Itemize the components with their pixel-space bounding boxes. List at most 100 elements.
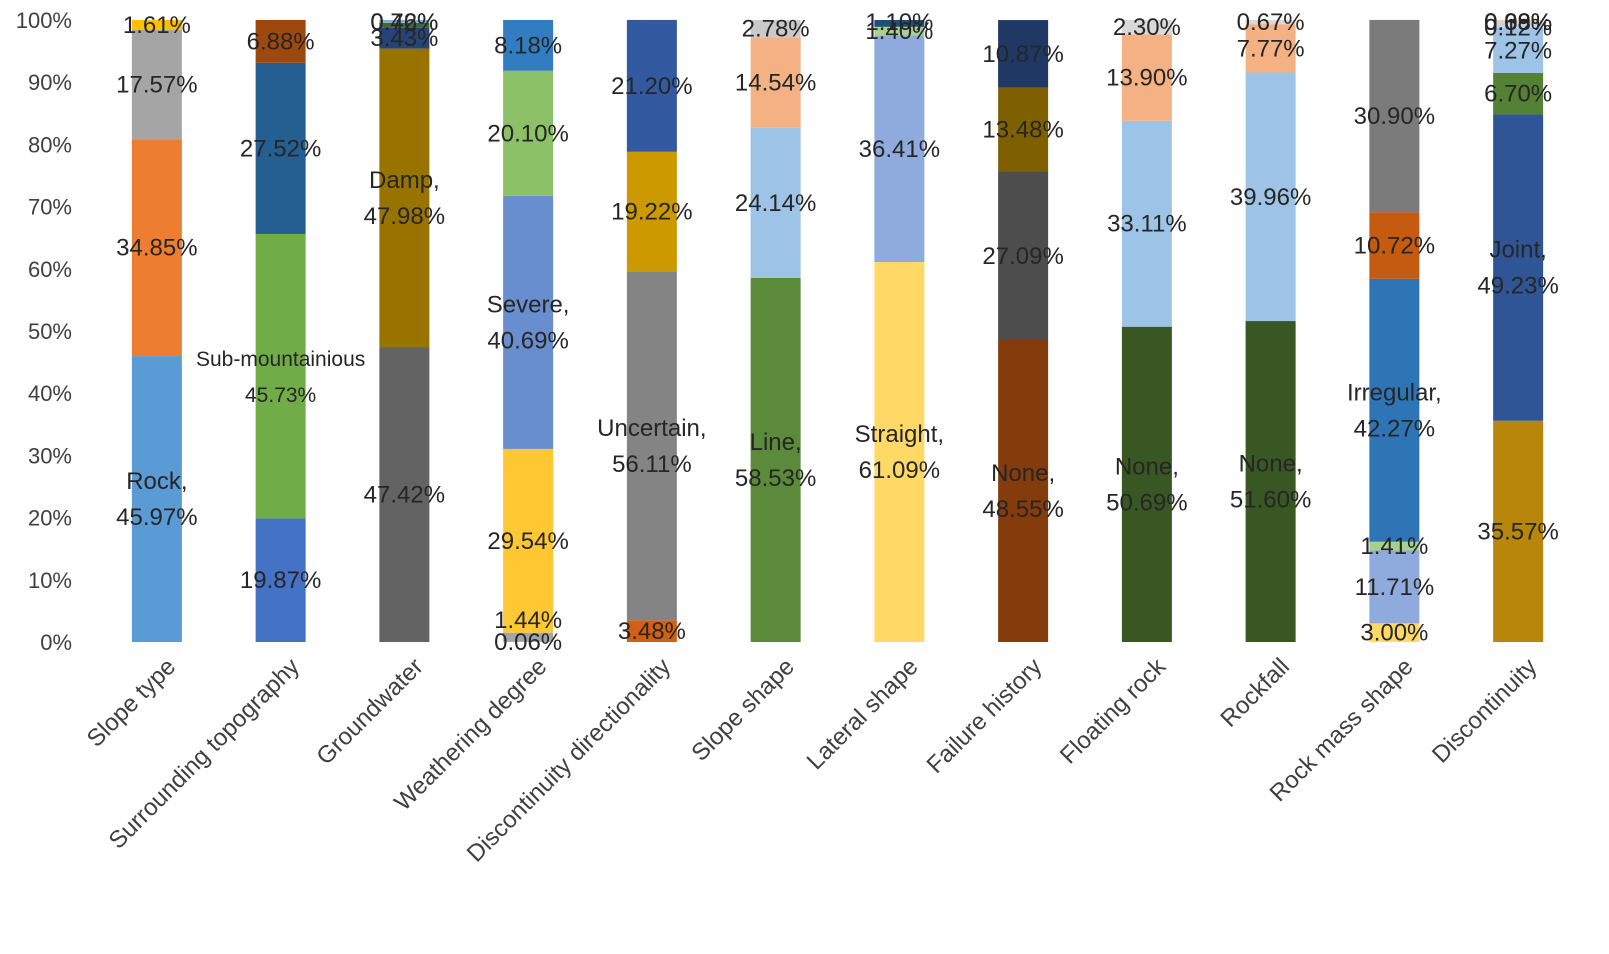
x-tick-label: Discontinuity bbox=[1427, 653, 1542, 768]
bars-group bbox=[131, 19, 1544, 642]
data-label: 13.90% bbox=[1106, 65, 1187, 92]
bar-segment bbox=[750, 277, 801, 642]
bar-segment bbox=[1369, 541, 1420, 551]
data-label: 56.11% bbox=[612, 451, 692, 478]
y-tick-label: 10% bbox=[28, 568, 72, 593]
data-label: 40.69% bbox=[487, 327, 568, 354]
x-tick-label: Floating rock bbox=[1055, 652, 1172, 769]
x-tick-label: Slope type bbox=[82, 653, 181, 752]
bar-segment bbox=[131, 356, 182, 642]
data-label: None, bbox=[991, 460, 1055, 487]
bar-segment bbox=[503, 448, 554, 633]
bar-segment bbox=[626, 151, 677, 272]
x-tick-label: Rockfall bbox=[1215, 653, 1294, 732]
data-label: 7.27% bbox=[1484, 37, 1552, 64]
bar-segment bbox=[131, 139, 182, 357]
x-tick-label: Groundwater bbox=[311, 653, 428, 770]
y-tick-label: 20% bbox=[28, 506, 72, 531]
data-label: Sub-mountainious bbox=[196, 348, 365, 371]
data-label: 2.30% bbox=[1113, 14, 1181, 41]
data-label: 61.09% bbox=[859, 457, 940, 484]
x-tick-label: Discontinuity directionality bbox=[462, 653, 676, 867]
data-label: 0.12% bbox=[1484, 14, 1552, 41]
y-tick-label: 70% bbox=[28, 195, 72, 220]
data-label: 34.85% bbox=[116, 235, 197, 262]
bar-segment bbox=[503, 70, 554, 196]
data-label: Irregular, bbox=[1347, 379, 1442, 406]
y-tick-label: 40% bbox=[28, 381, 72, 406]
bar-segment bbox=[750, 127, 801, 278]
data-label: 27.52% bbox=[240, 135, 321, 162]
data-label: 6.88% bbox=[247, 28, 315, 55]
data-label: 10.87% bbox=[982, 41, 1063, 68]
data-label: 47.98% bbox=[364, 203, 445, 230]
bar-segment bbox=[1121, 34, 1172, 121]
bar-segment bbox=[255, 233, 306, 519]
bar-segment bbox=[1493, 26, 1544, 28]
data-label: None, bbox=[1115, 453, 1179, 480]
data-label: 0.06% bbox=[494, 629, 562, 656]
bar-segment bbox=[874, 262, 925, 642]
data-label: 0.03% bbox=[1484, 9, 1552, 36]
bar-segment bbox=[998, 340, 1049, 642]
data-label: 2.78% bbox=[742, 16, 810, 43]
data-label: 48.55% bbox=[982, 496, 1063, 523]
bar-segment bbox=[1369, 19, 1420, 213]
data-label: 14.54% bbox=[735, 70, 816, 97]
bar-segment bbox=[626, 271, 677, 621]
data-label: 24.14% bbox=[735, 190, 816, 217]
bar-segment bbox=[503, 195, 554, 449]
data-label: 8.18% bbox=[494, 32, 562, 59]
data-label: 45.97% bbox=[116, 504, 197, 531]
y-tick-label: 100% bbox=[16, 8, 72, 33]
data-label: 1.41% bbox=[1360, 533, 1428, 560]
data-label: 35.57% bbox=[1477, 518, 1558, 545]
y-tick-label: 80% bbox=[28, 132, 72, 157]
data-label: 19.22% bbox=[611, 199, 692, 226]
data-label: 17.57% bbox=[116, 72, 197, 99]
data-label: 20.10% bbox=[487, 120, 568, 147]
data-label: 0.67% bbox=[1237, 9, 1305, 36]
bar-segment bbox=[1369, 212, 1420, 279]
bar-segment bbox=[379, 48, 430, 348]
data-label: Uncertain, bbox=[597, 415, 706, 442]
bar-segment bbox=[379, 19, 430, 23]
data-label: 3.43% bbox=[370, 25, 438, 52]
data-label: 19.87% bbox=[240, 567, 321, 594]
data-label: 11.71% bbox=[1355, 574, 1435, 601]
data-label: 58.53% bbox=[735, 465, 816, 492]
data-label: 42.27% bbox=[1354, 415, 1435, 442]
bar-segment bbox=[626, 620, 677, 642]
y-tick-label: 60% bbox=[28, 257, 72, 282]
data-label: Rock, bbox=[126, 468, 187, 495]
x-tick-label: Slope shape bbox=[686, 653, 799, 766]
data-label: 45.73% bbox=[245, 384, 316, 407]
bar-segment bbox=[998, 87, 1049, 172]
bar-segment bbox=[379, 27, 430, 49]
bar-segment bbox=[503, 632, 554, 642]
data-label: 0.72% bbox=[370, 9, 438, 36]
data-label: 30.90% bbox=[1354, 103, 1435, 130]
bar-segment bbox=[255, 62, 306, 234]
y-axis: 0% 10% 20% 30% 40% 50% 60% 70% 80% 90% 100% bbox=[16, 8, 72, 655]
bar-segment bbox=[1245, 321, 1296, 642]
x-tick-label: Failure history bbox=[922, 653, 1048, 779]
bar-segment bbox=[379, 22, 430, 28]
data-label: 0.46% bbox=[370, 9, 438, 36]
bar-segment bbox=[998, 20, 1049, 88]
data-label: 33.11% bbox=[1107, 211, 1187, 238]
data-label: Severe, bbox=[487, 291, 570, 318]
bar-segment bbox=[1245, 24, 1296, 73]
bar-segment bbox=[1121, 326, 1172, 642]
data-label: 36.41% bbox=[859, 136, 940, 163]
bar-segment bbox=[750, 37, 801, 128]
data-label: 1.61% bbox=[123, 12, 191, 39]
bar-segment bbox=[1121, 120, 1172, 327]
data-label: Damp, bbox=[369, 167, 440, 194]
data-label: 1.40% bbox=[865, 18, 933, 45]
data-label: 3.48% bbox=[618, 618, 686, 645]
bar-segment bbox=[1493, 72, 1544, 115]
